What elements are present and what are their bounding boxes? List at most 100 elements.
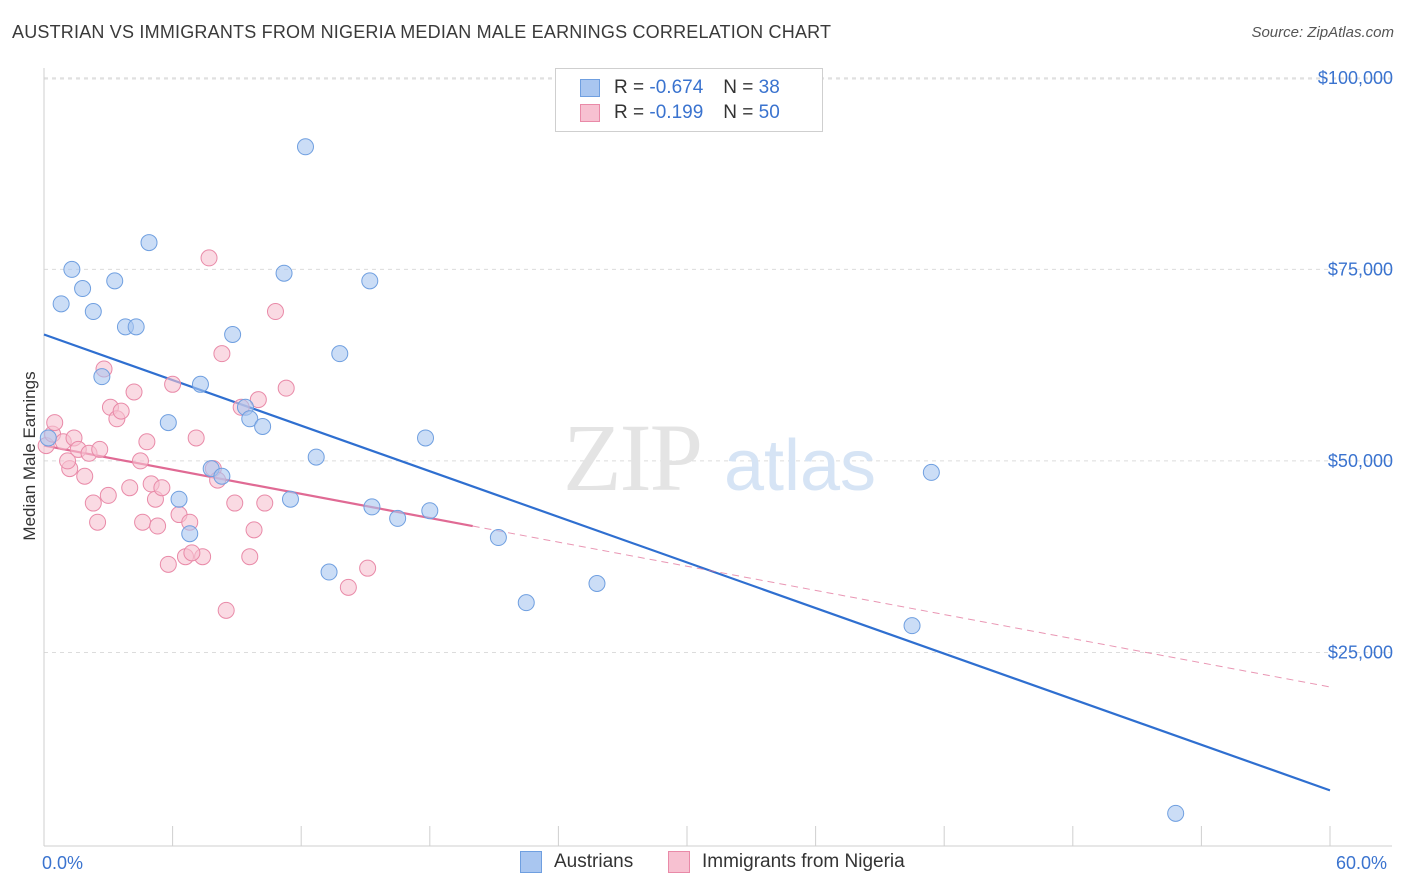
bottom-legend-swatch-nigeria <box>668 851 690 873</box>
legend-row-nigeria: R = -0.199 N = 50 <box>580 101 780 125</box>
data-point <box>191 375 209 393</box>
data-point <box>46 414 64 432</box>
data-point <box>200 249 218 267</box>
data-point <box>213 345 231 363</box>
legend-n-value: 50 <box>758 102 780 123</box>
data-point <box>517 594 535 612</box>
watermark-atlas: atlas <box>724 426 876 506</box>
data-point <box>421 502 439 520</box>
data-point <box>153 479 171 497</box>
data-point <box>127 318 145 336</box>
legend-r-label: R = <box>614 77 645 98</box>
data-point <box>249 391 267 409</box>
data-point <box>121 479 139 497</box>
data-point <box>489 529 507 547</box>
y-tick-label: $100,000 <box>1318 68 1393 88</box>
data-point <box>125 383 143 401</box>
data-point <box>89 513 107 531</box>
trend-line <box>43 333 1331 792</box>
data-point <box>74 280 92 298</box>
data-points <box>37 138 1185 822</box>
bottom-legend-austrians[interactable]: Austrians <box>520 851 633 873</box>
data-point <box>217 601 235 619</box>
data-point <box>138 433 156 451</box>
data-point <box>320 563 338 581</box>
legend-swatch-austrians <box>580 79 600 97</box>
data-point <box>149 517 167 535</box>
data-point <box>281 490 299 508</box>
y-axis-title: Median Male Earnings <box>20 371 39 541</box>
bottom-legend-nigeria[interactable]: Immigrants from Nigeria <box>668 851 905 873</box>
data-point <box>91 440 109 458</box>
data-point <box>245 521 263 539</box>
axes <box>43 68 1392 847</box>
data-point <box>339 578 357 596</box>
stats-legend: R = -0.674 N = 38 R = -0.199 N = 50 <box>555 68 823 132</box>
data-point <box>112 402 130 420</box>
data-point <box>170 490 188 508</box>
bottom-legend-swatch-austrians <box>520 851 542 873</box>
data-point <box>256 494 274 512</box>
trend-line <box>43 444 473 528</box>
data-point <box>224 326 242 344</box>
y-tick-label: $50,000 <box>1328 451 1393 471</box>
data-point <box>181 525 199 543</box>
data-point <box>417 429 435 447</box>
data-point <box>159 555 177 573</box>
legend-n-value: 38 <box>758 77 780 98</box>
data-point <box>363 498 381 516</box>
bottom-legend-label-nigeria: Immigrants from Nigeria <box>702 851 905 872</box>
gridlines <box>44 77 1392 653</box>
data-point <box>266 303 284 321</box>
data-point <box>361 272 379 290</box>
data-point <box>39 429 57 447</box>
data-point <box>922 463 940 481</box>
data-point <box>187 429 205 447</box>
chart-title: AUSTRIAN VS IMMIGRANTS FROM NIGERIA MEDI… <box>12 22 832 42</box>
data-point <box>275 264 293 282</box>
data-point <box>296 138 314 156</box>
data-point <box>213 467 231 485</box>
watermark: ZIP atlas <box>563 404 876 511</box>
data-point <box>76 467 94 485</box>
trend-line-extension <box>472 525 1331 688</box>
data-point <box>277 379 295 397</box>
data-point <box>59 452 77 470</box>
data-point <box>588 575 606 593</box>
data-point <box>241 548 259 566</box>
data-point <box>307 448 325 466</box>
y-tick-label: $75,000 <box>1328 259 1393 279</box>
data-point <box>254 417 272 435</box>
data-point <box>99 486 117 504</box>
x-tick-label-max: 60.0% <box>1336 853 1388 873</box>
data-point <box>140 234 158 252</box>
data-point <box>84 494 102 512</box>
data-point <box>183 544 201 562</box>
data-point <box>389 509 407 527</box>
data-point <box>52 295 70 313</box>
data-point <box>63 260 81 278</box>
y-tick-labels: $25,000 $50,000 $75,000 $100,000 <box>1318 68 1393 663</box>
legend-swatch-nigeria <box>580 104 600 122</box>
bottom-legend-label-austrians: Austrians <box>554 851 634 872</box>
data-point <box>331 345 349 363</box>
data-point <box>134 513 152 531</box>
x-tick-label-min: 0.0% <box>42 853 84 873</box>
legend-n-label: N = <box>723 77 754 98</box>
data-point <box>159 414 177 432</box>
data-point <box>164 375 182 393</box>
data-point <box>131 452 149 470</box>
legend-r-value: -0.674 <box>649 77 704 98</box>
data-point <box>93 368 111 386</box>
y-tick-label: $25,000 <box>1328 642 1393 662</box>
data-point <box>359 559 377 577</box>
watermark-zip: ZIP <box>563 404 701 511</box>
legend-n-label: N = <box>723 102 754 123</box>
chart-source: Source: ZipAtlas.com <box>1251 24 1394 41</box>
legend-row-austrians: R = -0.674 N = 38 <box>580 76 780 100</box>
data-point <box>241 410 259 428</box>
legend-r-value: -0.199 <box>649 102 704 123</box>
data-point <box>84 303 102 321</box>
legend-r-label: R = <box>614 102 645 123</box>
